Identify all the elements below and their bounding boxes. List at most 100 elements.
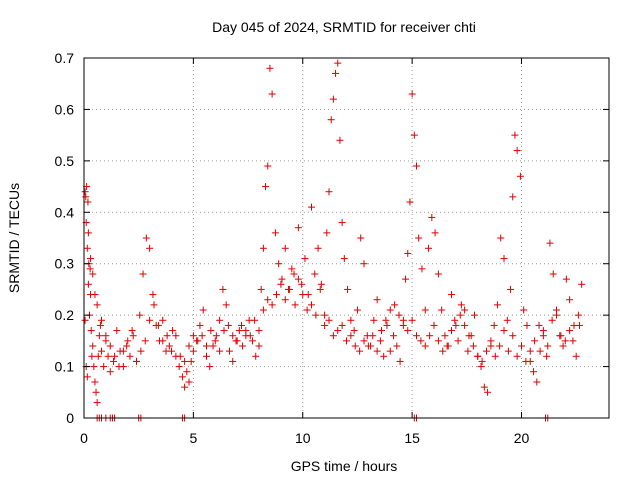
- data-point: [441, 332, 449, 340]
- data-point: [159, 337, 167, 345]
- data-point: [539, 327, 547, 335]
- data-point: [94, 352, 102, 360]
- data-point: [439, 347, 447, 355]
- data-point: [393, 342, 401, 350]
- data-point: [220, 327, 228, 335]
- data-point: [198, 332, 206, 340]
- data-point: [311, 270, 319, 278]
- data-point: [207, 327, 215, 335]
- data-point: [438, 306, 446, 314]
- y-tick-label: 0.3: [55, 256, 75, 272]
- data-point: [474, 352, 482, 360]
- data-point: [334, 327, 342, 335]
- data-point: [83, 244, 91, 252]
- data-point: [181, 357, 189, 365]
- data-point: [408, 90, 416, 98]
- data-point: [373, 347, 381, 355]
- data-point: [461, 321, 469, 329]
- data-point: [421, 342, 429, 350]
- data-point: [578, 280, 586, 288]
- data-point: [137, 347, 145, 355]
- data-point: [383, 321, 391, 329]
- data-point: [566, 327, 574, 335]
- data-point: [257, 285, 265, 293]
- data-point: [562, 275, 570, 283]
- data-point: [133, 357, 140, 365]
- data-point: [570, 321, 578, 329]
- data-point: [288, 265, 296, 273]
- data-point: [410, 131, 418, 139]
- data-point: [569, 337, 577, 345]
- data-point: [386, 306, 394, 314]
- data-point: [119, 347, 127, 355]
- data-point: [470, 311, 478, 319]
- data-point: [480, 383, 488, 391]
- data-point: [229, 357, 237, 365]
- data-point: [404, 249, 412, 257]
- data-point: [421, 306, 429, 314]
- data-point: [268, 90, 276, 98]
- data-point: [360, 337, 368, 345]
- data-point: [81, 316, 89, 324]
- data-point: [308, 203, 315, 211]
- data-point: [559, 342, 567, 350]
- data-point: [294, 224, 302, 232]
- data-point: [87, 327, 95, 335]
- data-point: [146, 244, 154, 252]
- data-point: [469, 342, 477, 350]
- data-point: [96, 321, 104, 329]
- data-point: [233, 337, 241, 345]
- data-point: [266, 64, 274, 72]
- data-point: [281, 296, 289, 304]
- data-point: [544, 342, 552, 350]
- data-point: [526, 347, 534, 355]
- data-point: [242, 327, 250, 335]
- data-point: [329, 95, 337, 103]
- data-point: [370, 316, 378, 324]
- data-point: [100, 363, 108, 371]
- data-point: [380, 352, 388, 360]
- data-point: [189, 332, 197, 340]
- data-point: [391, 301, 399, 309]
- data-point: [386, 347, 394, 355]
- data-point: [503, 316, 511, 324]
- data-point: [382, 316, 390, 324]
- data-point: [396, 357, 404, 365]
- data-point: [88, 352, 96, 360]
- data-point: [431, 229, 439, 237]
- data-point: [115, 363, 123, 371]
- data-point: [175, 363, 183, 371]
- data-point: [413, 162, 420, 170]
- data-point: [443, 342, 451, 350]
- data-point: [196, 321, 204, 329]
- data-point: [146, 316, 154, 324]
- data-point: [264, 162, 272, 170]
- chart-title: Day 045 of 2024, SRMTID for receiver cht…: [212, 19, 476, 35]
- data-point: [452, 321, 460, 329]
- data-point: [430, 321, 438, 329]
- data-point: [93, 301, 101, 309]
- data-point: [183, 368, 191, 376]
- data-point: [273, 291, 280, 299]
- data-point: [513, 147, 521, 155]
- data-point: [434, 270, 442, 278]
- data-point: [451, 316, 459, 324]
- data-point: [124, 337, 132, 345]
- data-point: [487, 337, 495, 345]
- data-point: [511, 131, 519, 139]
- data-point: [343, 337, 350, 345]
- data-point: [259, 244, 267, 252]
- data-point: [325, 188, 333, 196]
- data-point: [477, 363, 485, 371]
- data-point: [553, 306, 560, 314]
- data-point: [185, 342, 193, 350]
- y-tick-label: 0.1: [55, 359, 75, 375]
- data-point: [294, 275, 302, 283]
- data-point: [536, 347, 544, 355]
- data-point: [549, 270, 557, 278]
- data-point: [557, 332, 565, 340]
- data-point: [255, 327, 263, 335]
- x-tick-label: 10: [295, 430, 311, 446]
- data-point: [222, 301, 230, 309]
- data-point: [87, 255, 95, 263]
